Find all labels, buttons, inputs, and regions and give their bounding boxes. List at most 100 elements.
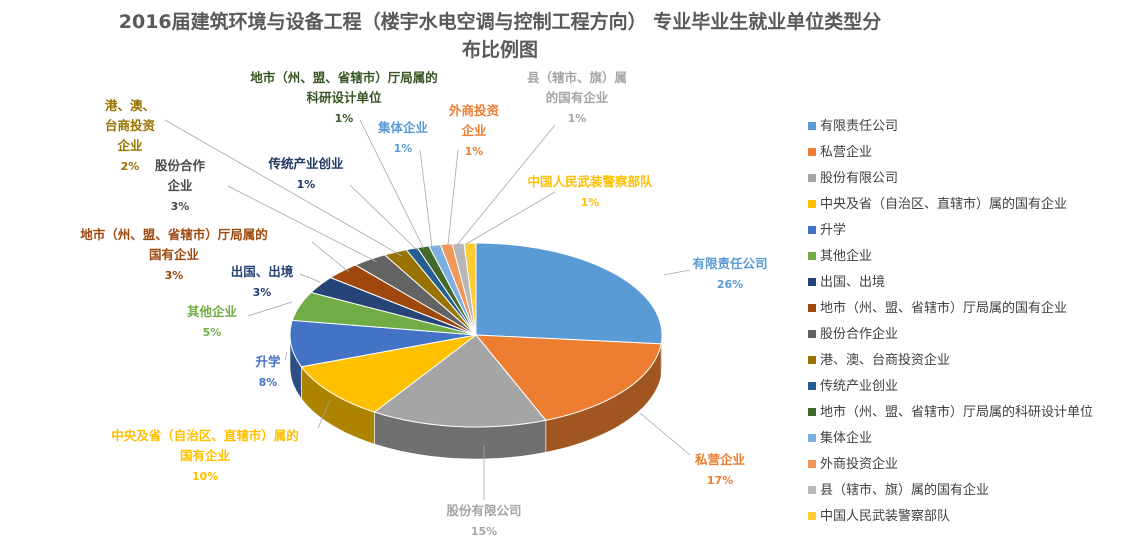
data-label-pct-15: 1% (581, 196, 600, 209)
legend: 有限责任公司私营企业股份有限公司中央及省（自治区、直辖市）属的国有企业升学其他企… (808, 119, 1093, 524)
legend-item-12: 集体企业 (808, 430, 872, 446)
leader-line-7 (311, 241, 350, 273)
legend-label-10: 传统产业创业 (820, 379, 898, 394)
legend-item-14: 县（辖市、旗）属的国有企业 (808, 482, 989, 498)
data-label-text-3-0: 中央及省（自治区、直辖市）属的 (111, 428, 299, 443)
data-label-0: 有限责任公司 26% (692, 256, 767, 291)
data-label-pct-10: 1% (297, 178, 316, 191)
data-label-text-10-0: 传统产业创业 (267, 156, 344, 171)
data-label-text-12-0: 集体企业 (377, 120, 429, 135)
leader-line-13 (447, 149, 459, 246)
leader-line-6 (299, 273, 321, 283)
data-label-pct-0: 26% (717, 278, 743, 291)
legend-item-5: 其他企业 (808, 248, 872, 264)
data-label-9: 港、澳、台商投资企业 2% (105, 98, 156, 173)
data-label-text-2-0: 股份有限公司 (446, 503, 521, 518)
legend-label-7: 地市（州、盟、省辖市）厅局属的国有企业 (820, 300, 1067, 316)
data-label-10: 传统产业创业 1% (267, 156, 344, 191)
data-label-text-6-0: 出国、出境 (231, 264, 294, 279)
legend-label-15: 中国人民武装警察部队 (820, 508, 950, 524)
data-label-text-8-1: 企业 (166, 178, 193, 193)
data-label-5: 其他企业 5% (187, 304, 238, 339)
legend-item-3: 中央及省（自治区、直辖市）属的国有企业 (808, 196, 1067, 212)
chart-title-line-1: 2016届建筑环境与设备工程（楼宇水电空调与控制工程方向） 专业毕业生就业单位类… (119, 10, 882, 33)
chart-title-line-2: 布比例图 (462, 38, 538, 61)
data-label-8: 股份合作企业 3% (155, 158, 206, 213)
data-label-text-3-1: 国有企业 (180, 448, 231, 463)
leader-line-12 (419, 149, 433, 248)
legend-swatch-5 (808, 252, 816, 260)
data-label-pct-9: 2% (121, 160, 140, 173)
data-label-text-11-1: 科研设计单位 (306, 90, 382, 105)
data-label-text-13-1: 企业 (460, 123, 487, 138)
data-label-text-13-0: 外商投资 (448, 103, 500, 118)
pie-slices (289, 242, 663, 428)
legend-label-6: 出国、出境 (820, 275, 885, 290)
data-labels: 有限责任公司 26% 私营企业 17% 股份有限公司 15% 中央及省（自治区、直辖市）属的… (80, 70, 767, 538)
legend-label-2: 股份有限公司 (820, 171, 898, 186)
data-label-pct-7: 3% (165, 269, 184, 282)
slice-3 (300, 334, 477, 413)
legend-label-5: 其他企业 (820, 248, 872, 264)
data-label-7: 地市（州、盟、省辖市）厅局属的国有企业 3% (80, 227, 268, 282)
leader-line-5 (247, 301, 293, 317)
data-label-pct-1: 17% (707, 474, 733, 487)
legend-item-11: 地市（州、盟、省辖市）厅局属的科研设计单位 (808, 404, 1093, 420)
legend-swatch-10 (808, 382, 816, 390)
legend-item-9: 港、澳、台商投资企业 (808, 352, 950, 368)
slice-7 (329, 264, 477, 336)
leader-line-4 (284, 351, 288, 361)
legend-swatch-1 (808, 148, 816, 156)
legend-label-8: 股份合作企业 (820, 326, 898, 342)
data-label-6: 出国、出境 3% (231, 264, 294, 299)
data-label-text-5-0: 其他企业 (187, 304, 238, 319)
leader-line-11 (359, 119, 425, 250)
legend-label-9: 港、澳、台商投资企业 (820, 352, 950, 368)
legend-swatch-11 (808, 408, 816, 416)
legend-swatch-13 (808, 460, 816, 468)
legend-item-15: 中国人民武装警察部队 (808, 508, 950, 524)
data-label-text-9-0: 港、澳、 (105, 98, 155, 113)
data-label-pct-4: 8% (259, 376, 278, 389)
legend-swatch-7 (808, 304, 816, 312)
data-label-4: 升学 8% (255, 354, 281, 389)
pie-3d-sides (289, 334, 663, 460)
slice-6 (310, 277, 477, 336)
data-label-text-7-1: 国有企业 (149, 247, 200, 262)
slice-12 (428, 244, 477, 336)
legend-label-0: 有限责任公司 (820, 119, 898, 134)
data-label-pct-5: 5% (203, 326, 222, 339)
leader-line-10 (349, 184, 418, 251)
data-label-text-9-2: 企业 (116, 138, 143, 153)
data-label-text-9-1: 台商投资 (105, 118, 156, 133)
legend-label-13: 外商投资企业 (820, 456, 898, 472)
data-label-12: 集体企业 1% (377, 120, 429, 155)
legend-swatch-6 (808, 278, 816, 286)
leader-line-1 (639, 412, 691, 456)
slice-15 (463, 242, 477, 336)
legend-label-1: 私营企业 (820, 144, 872, 160)
slice-5 (291, 291, 477, 336)
data-label-text-1-0: 私营企业 (694, 452, 746, 467)
legend-item-7: 地市（州、盟、省辖市）厅局属的国有企业 (808, 300, 1067, 316)
data-label-3: 中央及省（自治区、直辖市）属的国有企业 10% (111, 428, 299, 483)
slice-4 (289, 319, 477, 368)
legend-label-12: 集体企业 (820, 430, 872, 446)
legend-label-4: 升学 (820, 222, 846, 238)
legend-swatch-12 (808, 434, 816, 442)
data-label-pct-3: 10% (192, 470, 218, 483)
slice-13 (439, 243, 477, 336)
data-label-pct-11: 1% (335, 112, 354, 125)
leader-line-14 (456, 124, 556, 246)
data-label-pct-2: 15% (471, 525, 497, 538)
data-label-pct-14: 1% (568, 112, 587, 125)
data-label-15: 中国人民武装警察部队 1% (527, 174, 653, 209)
legend-item-1: 私营企业 (808, 144, 872, 160)
legend-item-2: 股份有限公司 (808, 171, 898, 186)
leader-line-3 (317, 399, 331, 429)
data-label-pct-8: 3% (171, 200, 190, 213)
data-label-14: 县（辖市、旗）属的国有企业 1% (527, 70, 627, 125)
legend-label-11: 地市（州、盟、省辖市）厅局属的科研设计单位 (820, 404, 1093, 420)
legend-swatch-0 (808, 122, 816, 130)
